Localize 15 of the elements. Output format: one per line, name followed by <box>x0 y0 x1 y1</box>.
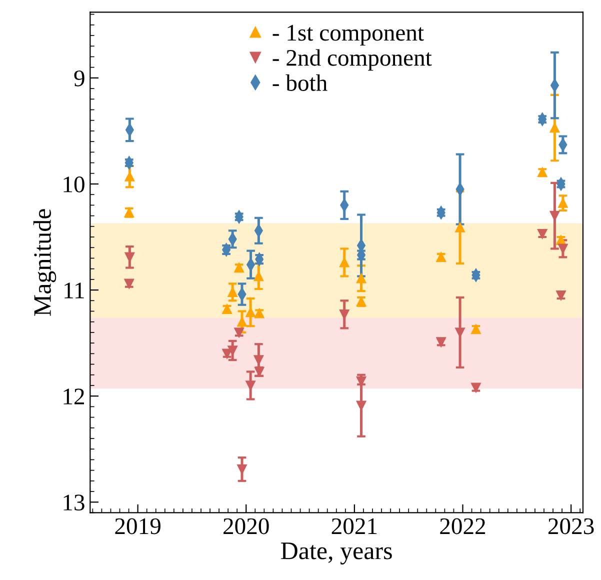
y-axis-title: Magnitude <box>33 209 56 316</box>
x-tick-label: 2021 <box>332 518 377 534</box>
y-tick-label: 12 <box>64 388 84 404</box>
y-tick-label: 9 <box>74 70 84 86</box>
x-axis-title: Date, years <box>281 542 392 564</box>
legend-label: - 1st component <box>272 24 424 46</box>
x-tick-label: 2019 <box>115 518 160 534</box>
y-tick-label: 10 <box>64 176 84 192</box>
legend-label: - both <box>272 74 328 91</box>
x-tick-label: 2022 <box>440 518 486 534</box>
y-tick-label: 11 <box>64 282 84 298</box>
x-tick-label: 2023 <box>548 518 594 534</box>
legend-label: - 2nd component <box>272 49 432 71</box>
x-tick-label: 2020 <box>224 518 269 534</box>
y-tick-label: 13 <box>64 494 84 511</box>
